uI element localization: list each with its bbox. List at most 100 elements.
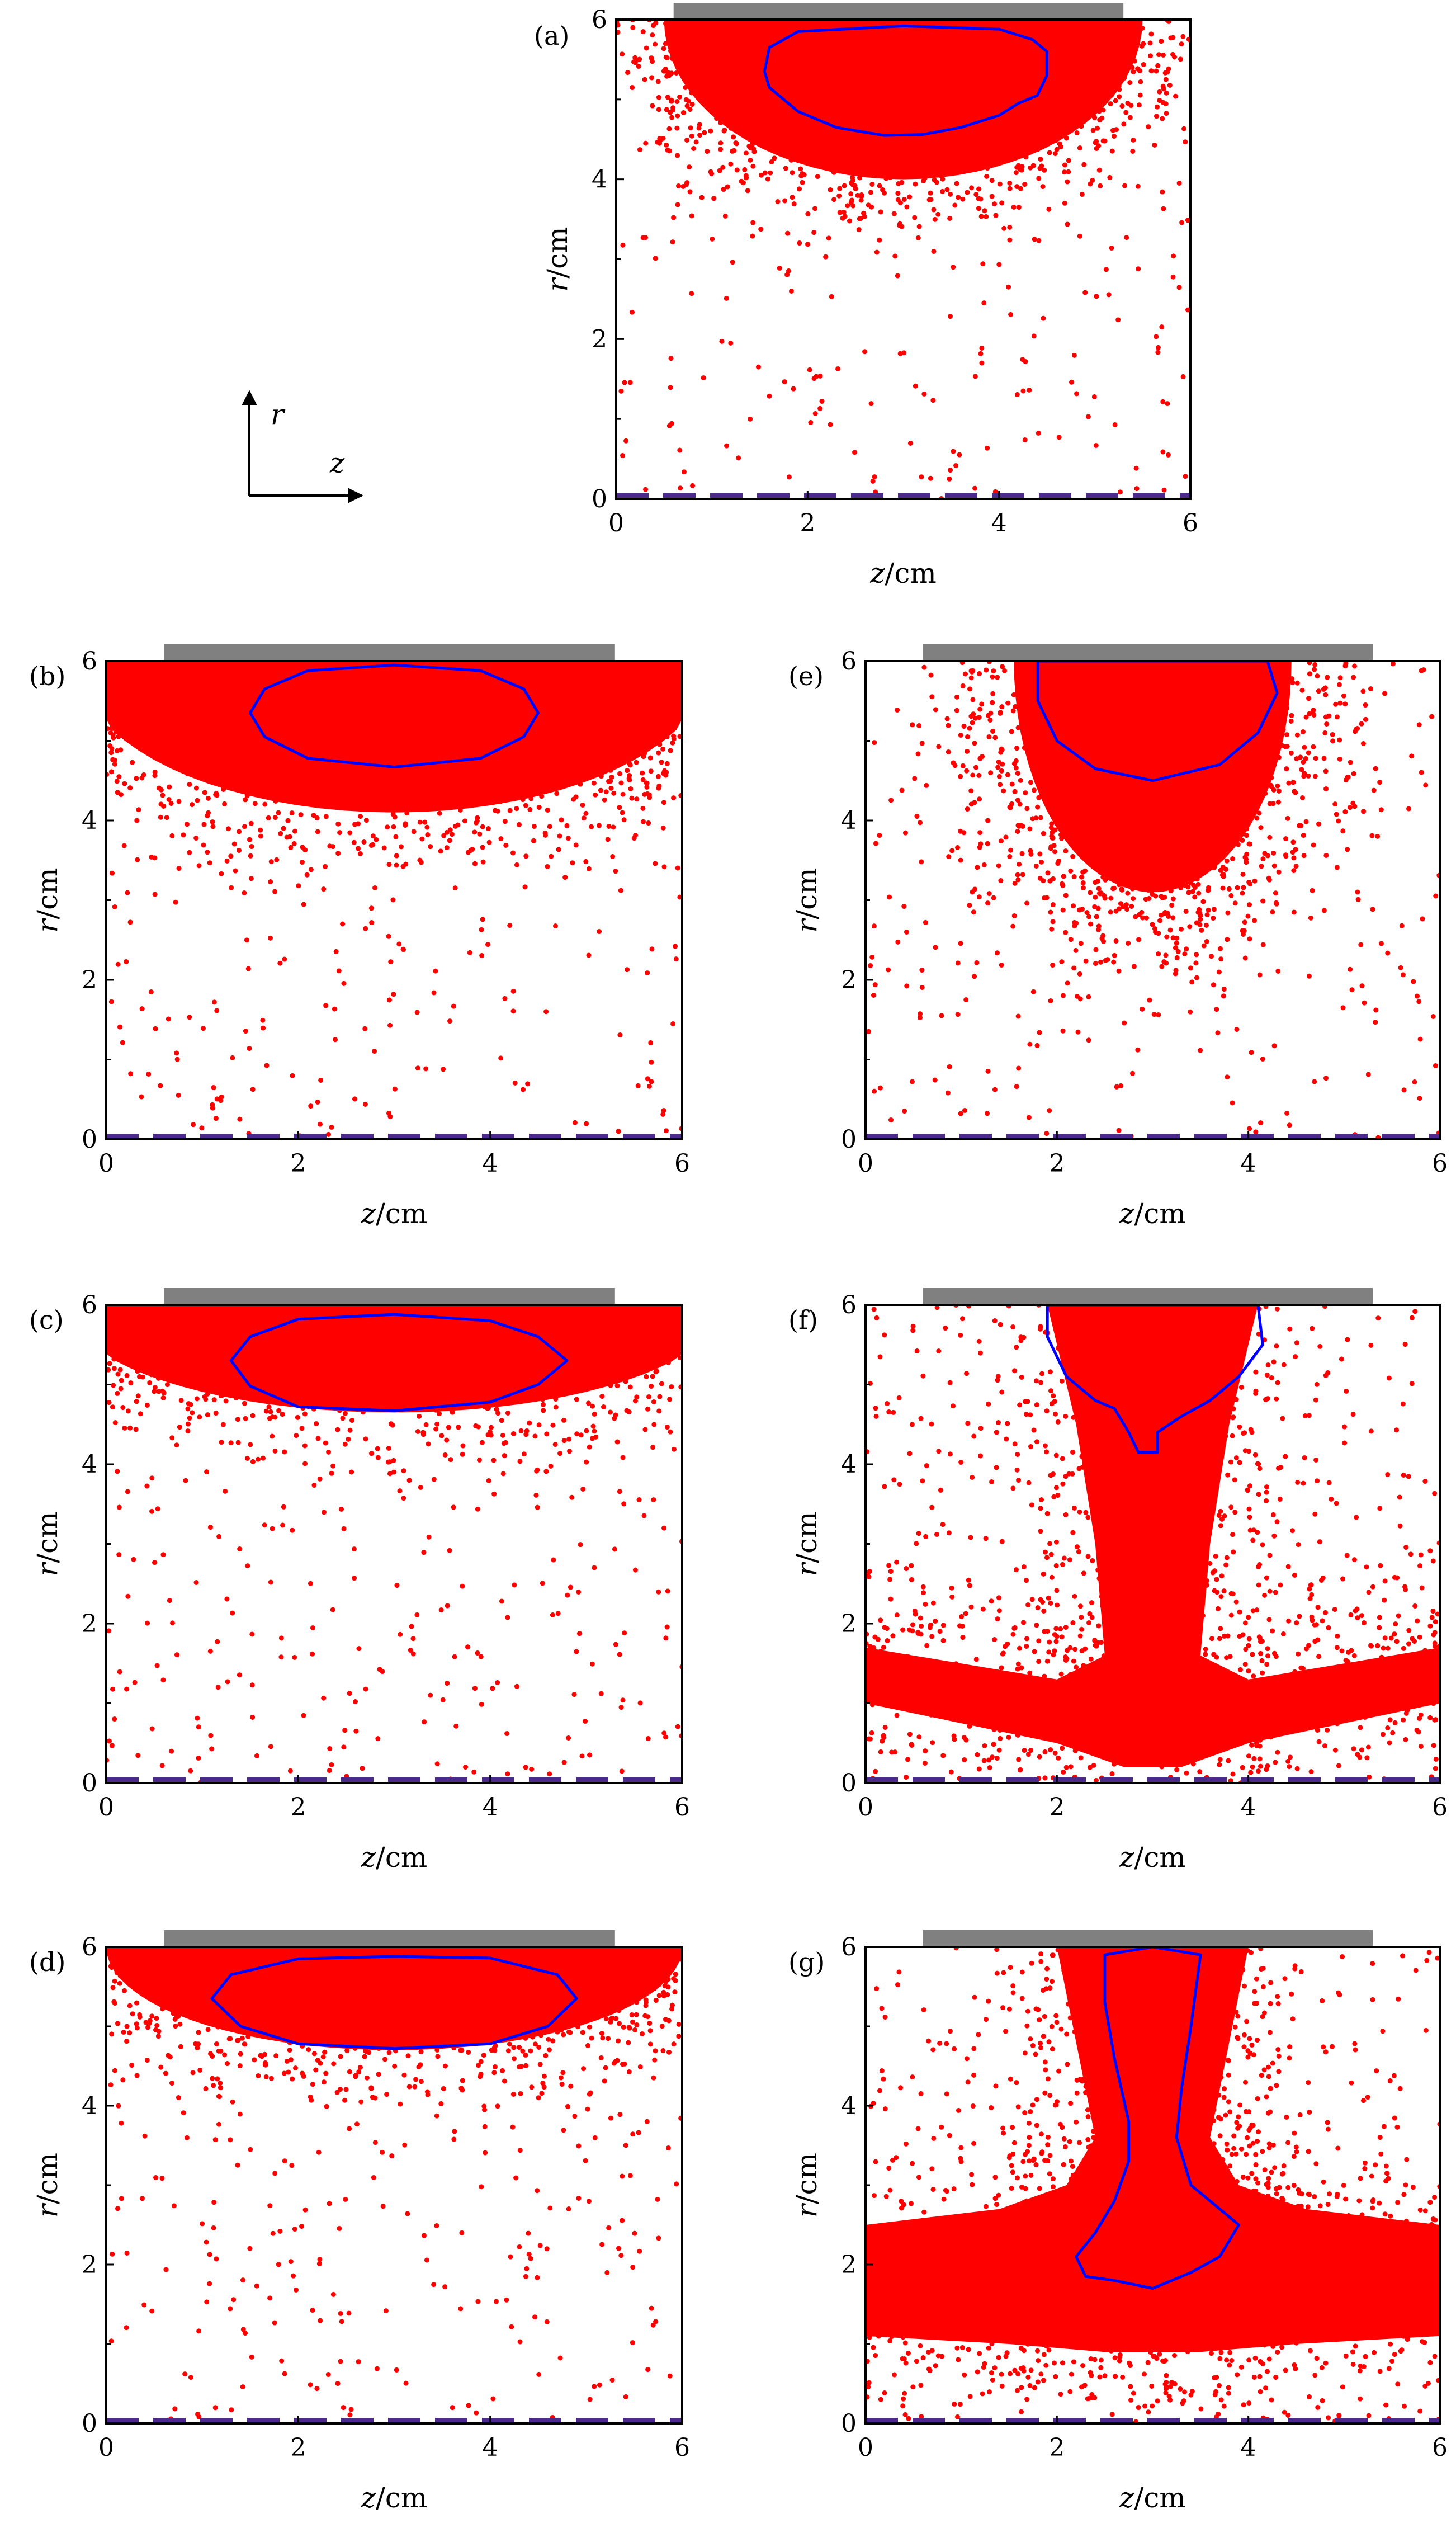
- scatter-point: [596, 823, 602, 828]
- scatter-point: [340, 1416, 346, 1421]
- scatter-point: [539, 1951, 545, 1957]
- scatter-point: [138, 1411, 143, 1417]
- scatter-point: [1139, 1549, 1145, 1554]
- scatter-point: [121, 1988, 127, 1993]
- scatter-point: [680, 110, 686, 115]
- scatter-point: [310, 1399, 316, 1405]
- scatter-point: [649, 75, 655, 81]
- scatter-point: [849, 165, 854, 171]
- scatter-point: [1121, 831, 1127, 837]
- scatter-point: [313, 2067, 319, 2073]
- scatter-point: [1337, 756, 1342, 762]
- scatter-point: [214, 2041, 219, 2047]
- scatter-point: [990, 700, 995, 705]
- scatter-point: [108, 769, 114, 775]
- scatter-point: [429, 2036, 434, 2042]
- scatter-point: [1071, 49, 1076, 55]
- scatter-point: [1074, 921, 1079, 926]
- scatter-point: [753, 124, 759, 129]
- scatter-point: [539, 794, 545, 799]
- scatter-point: [596, 771, 602, 776]
- scatter-point: [480, 845, 485, 850]
- scatter-point: [831, 169, 836, 175]
- scatter-point: [690, 483, 696, 488]
- scatter-point: [1028, 748, 1034, 754]
- scatter-point: [272, 1414, 278, 1420]
- scatter-point: [999, 768, 1004, 774]
- scatter-point: [324, 2002, 330, 2008]
- scatter-point: [1070, 1530, 1076, 1535]
- scatter-point: [929, 1634, 935, 1639]
- scatter-point: [250, 1087, 256, 1092]
- scatter-point: [1294, 680, 1300, 686]
- scatter-point: [1236, 816, 1241, 822]
- scatter-point: [1276, 869, 1282, 875]
- scatter-point: [112, 904, 117, 910]
- scatter-point: [1315, 1478, 1320, 1484]
- scatter-point: [666, 148, 672, 154]
- scatter-point: [1170, 915, 1176, 921]
- scatter-point: [1090, 847, 1095, 853]
- scatter-point: [438, 1607, 444, 1612]
- scatter-point: [127, 2003, 133, 2008]
- scatter-point: [1041, 781, 1047, 786]
- scatter-point: [891, 166, 896, 171]
- scatter-point: [289, 810, 295, 815]
- scatter-point: [1260, 942, 1266, 947]
- scatter-point: [142, 2133, 148, 2139]
- scatter-point: [589, 2035, 594, 2041]
- scatter-point: [1271, 1650, 1277, 1656]
- scatter-point: [909, 1742, 915, 1748]
- scatter-point: [199, 1125, 205, 1131]
- scatter-point: [1045, 112, 1051, 117]
- scatter-point: [363, 1436, 368, 1442]
- scatter-point: [1417, 1096, 1422, 1101]
- scatter-point: [653, 1369, 659, 1375]
- scatter-point: [235, 2001, 240, 2007]
- scatter-point: [487, 1429, 493, 1435]
- scatter-point: [1067, 720, 1072, 726]
- scatter-point: [429, 1351, 435, 1357]
- scatter-point: [1144, 1345, 1150, 1350]
- scatter-point: [878, 209, 883, 215]
- scatter-point: [370, 2095, 375, 2100]
- scatter-point: [136, 807, 141, 813]
- scatter-point: [628, 696, 634, 702]
- scatter-point: [711, 75, 717, 81]
- scatter-point: [194, 1396, 200, 1402]
- scatter-point: [1082, 854, 1088, 860]
- scatter-point: [248, 1442, 253, 1447]
- scatter-point: [670, 740, 675, 746]
- scatter-point: [1379, 1654, 1384, 1660]
- scatter-point: [1430, 1609, 1436, 1614]
- scatter-point: [264, 723, 270, 729]
- scatter-point: [486, 1405, 491, 1411]
- scatter-point: [266, 815, 271, 820]
- scatter-point: [637, 147, 642, 153]
- scatter-point: [447, 1018, 453, 1024]
- scatter-point: [158, 1341, 163, 1346]
- scatter-point: [876, 154, 882, 160]
- scatter-point: [326, 1131, 332, 1137]
- scatter-point: [579, 1979, 584, 1985]
- scatter-point: [1333, 1710, 1339, 1715]
- scatter-point: [1112, 1761, 1117, 1767]
- scatter-point: [719, 338, 725, 344]
- scatter-point: [1155, 345, 1161, 350]
- scatter-point: [208, 1733, 214, 1738]
- scatter-point: [117, 678, 123, 684]
- scatter-point: [1112, 134, 1117, 139]
- scatter-point: [1015, 1661, 1021, 1667]
- scatter-point: [185, 1428, 191, 1434]
- scatter-point: [904, 56, 910, 62]
- scatter-point: [335, 851, 341, 856]
- scatter-point: [290, 1073, 295, 1078]
- scatter-point: [364, 2075, 370, 2081]
- scatter-point: [685, 53, 691, 58]
- scatter-point: [542, 831, 548, 836]
- scatter-point: [580, 1384, 586, 1390]
- scatter-point: [1071, 1345, 1076, 1350]
- scatter-point: [697, 38, 702, 44]
- scatter-point: [386, 2050, 392, 2055]
- scatter-point: [1020, 388, 1026, 394]
